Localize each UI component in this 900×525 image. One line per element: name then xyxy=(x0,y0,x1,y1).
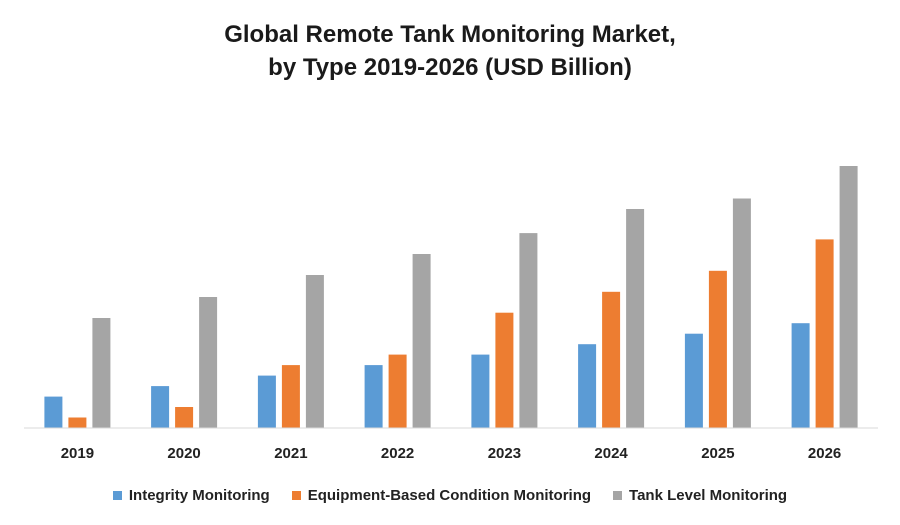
bar-tank-level-monitoring-2019 xyxy=(92,318,111,428)
bar-integrity-monitoring-2019 xyxy=(44,396,63,428)
bar-tank-level-monitoring-2024 xyxy=(626,209,645,428)
legend-label-equipment-based-condition-monitoring: Equipment-Based Condition Monitoring xyxy=(307,486,592,504)
bar-equipment-based-condition-monitoring-2021 xyxy=(281,365,300,428)
bar-integrity-monitoring-2021 xyxy=(257,375,276,428)
chart-subtitle: by Type 2019-2026 (USD Billion) xyxy=(268,54,632,81)
bar-tank-level-monitoring-2020 xyxy=(199,297,218,428)
bar-integrity-monitoring-2022 xyxy=(364,365,383,428)
x-tick-label-2019: 2019 xyxy=(61,445,94,462)
legend: Integrity Monitoring Equipment-Based Cond… xyxy=(0,484,900,506)
legend-swatch-tank-level-monitoring xyxy=(613,490,623,500)
bar-tank-level-monitoring-2025 xyxy=(732,198,751,428)
legend-item-equipment-based-condition-monitoring: Equipment-Based Condition Monitoring xyxy=(291,486,592,504)
x-tick-label-2021: 2021 xyxy=(274,445,307,462)
bar-integrity-monitoring-2025 xyxy=(684,333,703,428)
bar-tank-level-monitoring-2021 xyxy=(305,275,324,428)
bar-tank-level-monitoring-2023 xyxy=(519,233,538,428)
bar-integrity-monitoring-2020 xyxy=(151,386,170,428)
bars-group xyxy=(44,166,858,428)
x-tick-label-2023: 2023 xyxy=(488,445,521,462)
bar-tank-level-monitoring-2022 xyxy=(412,254,431,428)
legend-label-tank-level-monitoring: Tank Level Monitoring xyxy=(629,486,788,504)
bar-chart: 2019 2020 2021 2022 2023 2024 2025 2026 xyxy=(24,166,878,462)
x-tick-label-2024: 2024 xyxy=(594,445,628,462)
bar-equipment-based-condition-monitoring-2024 xyxy=(602,291,621,428)
bar-integrity-monitoring-2026 xyxy=(791,323,810,428)
bar-equipment-based-condition-monitoring-2023 xyxy=(495,312,514,428)
chart-title-line1: Global Remote Tank Monitoring Market, xyxy=(224,21,676,48)
chart-title: Global Remote Tank Monitoring Market, by… xyxy=(0,18,900,84)
legend-swatch-equipment-based-condition-monitoring xyxy=(291,490,301,500)
legend-item-tank-level-monitoring: Tank Level Monitoring xyxy=(613,487,787,504)
x-tick-label-2022: 2022 xyxy=(381,445,414,462)
bar-integrity-monitoring-2023 xyxy=(471,354,490,428)
legend-item-integrity-monitoring: Integrity Monitoring xyxy=(112,486,270,504)
bar-equipment-based-condition-monitoring-2019 xyxy=(68,417,87,428)
bar-tank-level-monitoring-2026 xyxy=(839,166,858,428)
x-tick-label-2026: 2026 xyxy=(808,445,841,462)
bar-equipment-based-condition-monitoring-2022 xyxy=(388,354,407,428)
x-tick-labels: 2019 2020 2021 2022 2023 2024 2025 2026 xyxy=(61,445,842,462)
bar-integrity-monitoring-2024 xyxy=(578,344,597,428)
bar-equipment-based-condition-monitoring-2020 xyxy=(175,407,194,428)
bar-equipment-based-condition-monitoring-2025 xyxy=(708,270,727,428)
x-tick-label-2025: 2025 xyxy=(701,445,734,462)
x-tick-label-2020: 2020 xyxy=(167,445,200,462)
legend-label-integrity-monitoring: Integrity Monitoring xyxy=(128,486,270,504)
legend-swatch-integrity-monitoring xyxy=(112,490,122,500)
bar-equipment-based-condition-monitoring-2026 xyxy=(815,239,834,428)
